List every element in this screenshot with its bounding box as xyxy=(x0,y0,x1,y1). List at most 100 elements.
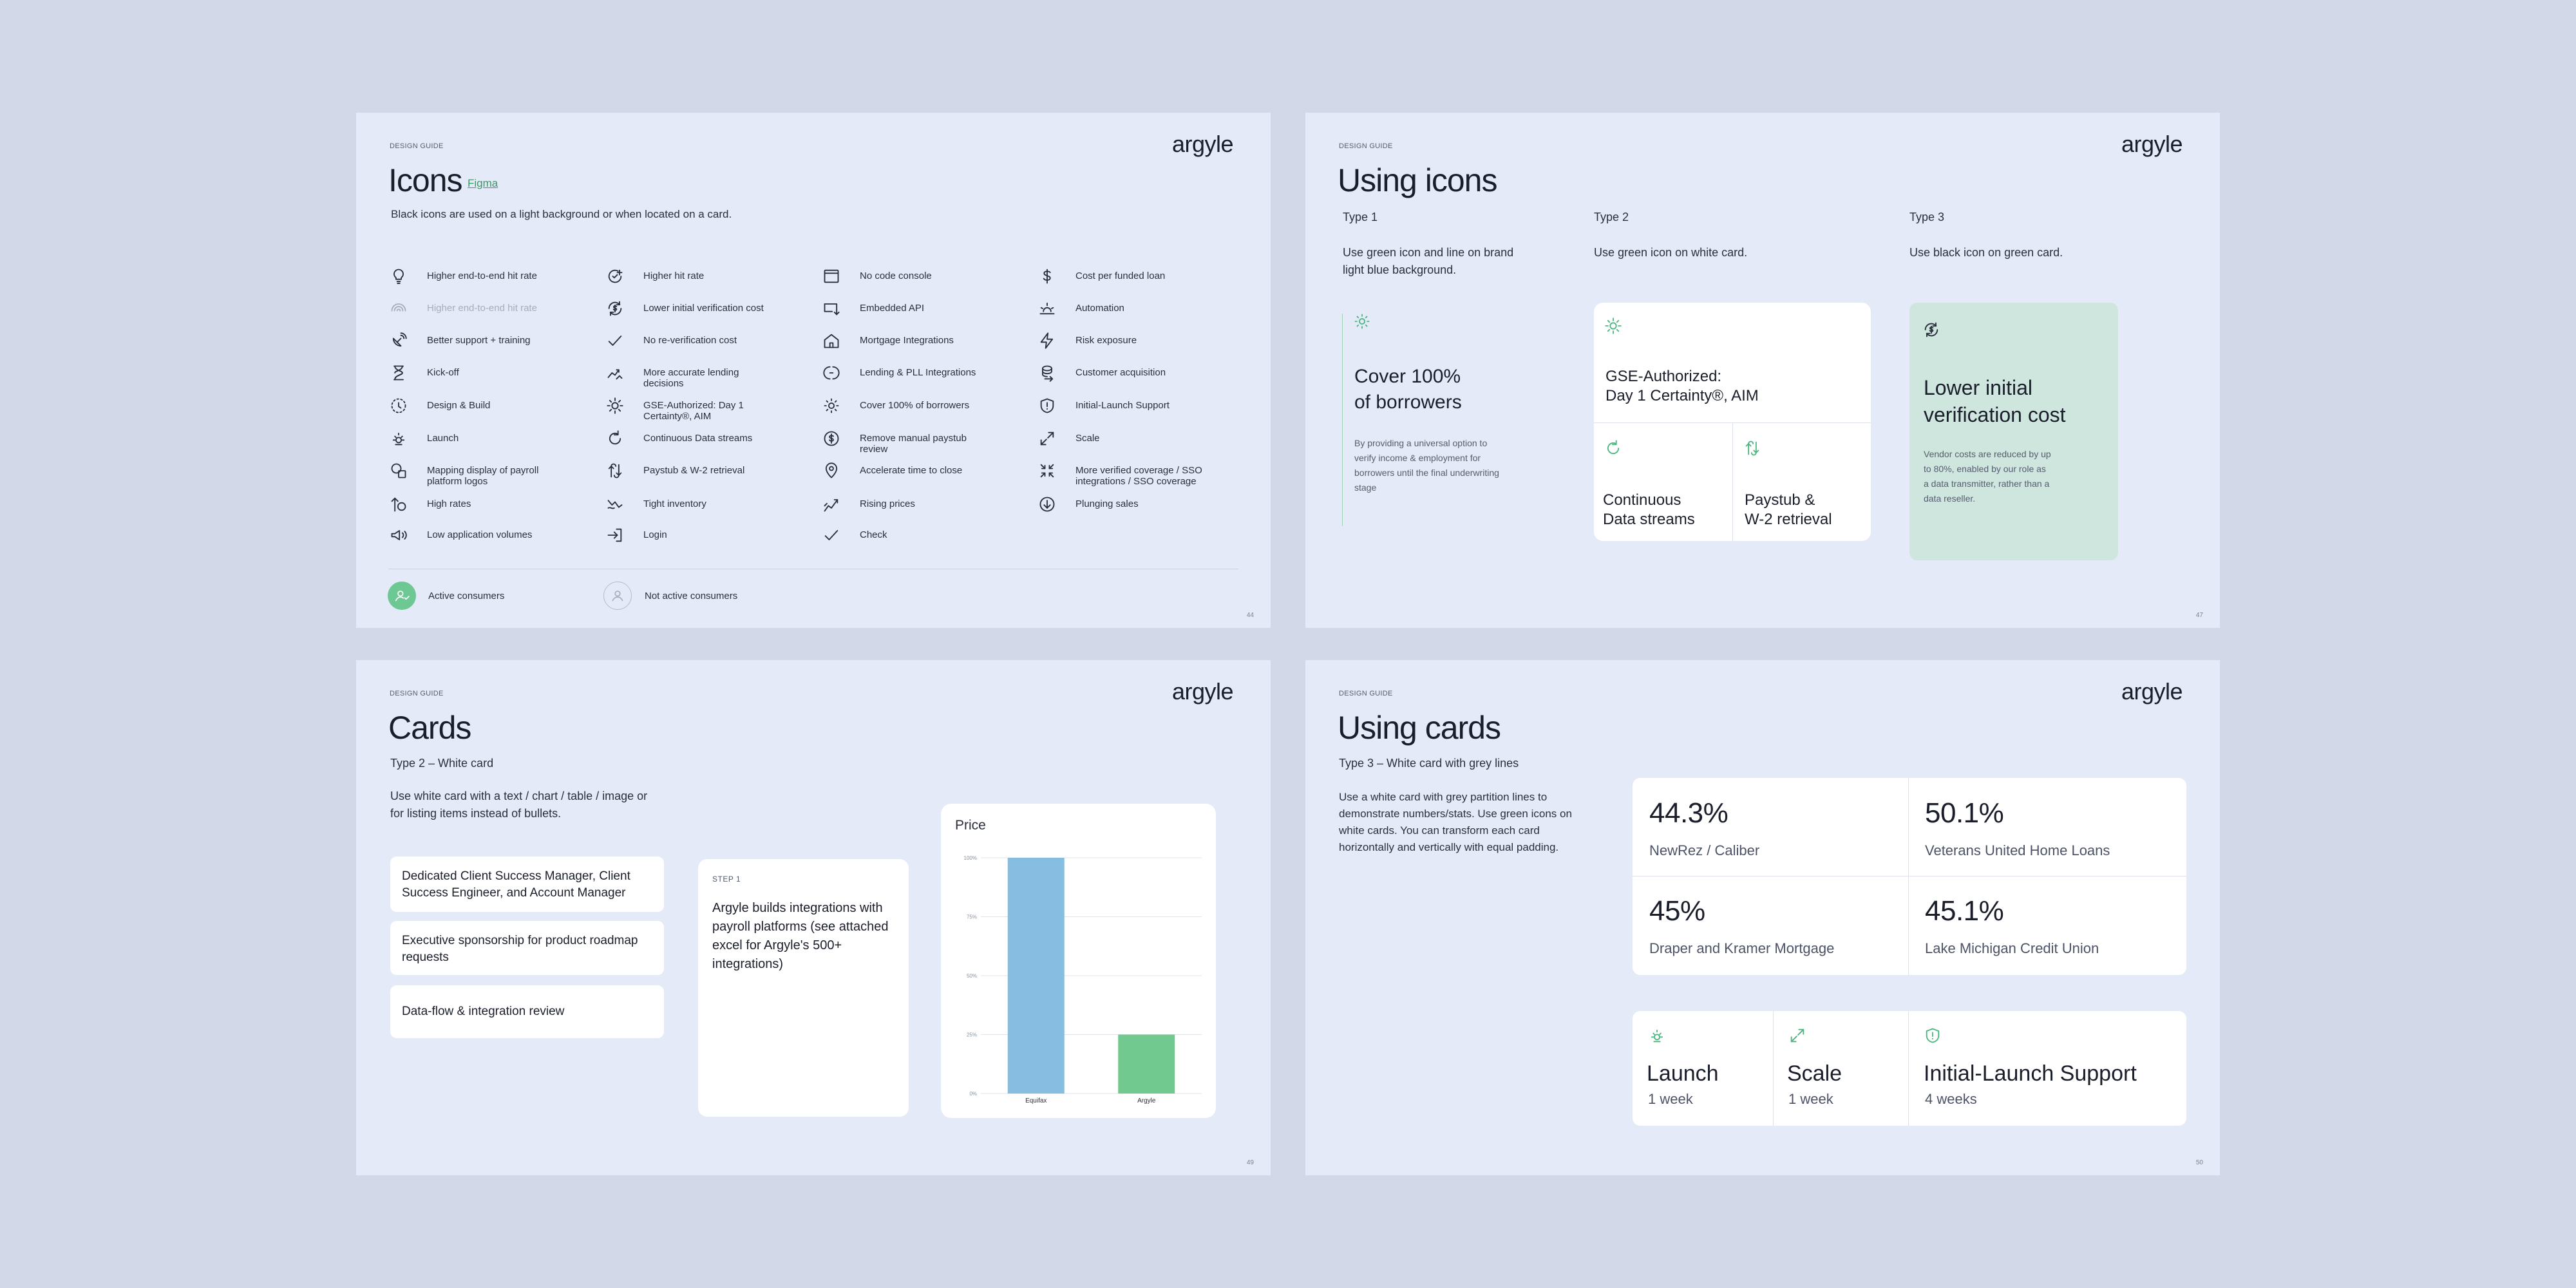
page-title: Using icons xyxy=(1338,162,1497,198)
icon-label: Low application volumes xyxy=(427,529,533,540)
type1-line xyxy=(1342,314,1343,526)
icon-label: Customer acquisition xyxy=(1075,367,1166,378)
card-divider xyxy=(1732,422,1733,541)
bar-equifax xyxy=(1007,858,1065,1094)
person-icon xyxy=(609,587,626,604)
satellite-dish-icon xyxy=(390,332,408,350)
type2-top-line2: Day 1 Certainty®, AIM xyxy=(1605,387,1759,404)
icon-label: Risk exposure xyxy=(1075,335,1137,346)
active-badge xyxy=(388,582,416,610)
milestone-title: Initial-Launch Support xyxy=(1924,1061,2137,1086)
icon-item: Higher end-to-end hit rate xyxy=(390,299,583,317)
icon-label: Tight inventory xyxy=(643,498,706,509)
icon-label: Lending & PLL Integrations xyxy=(860,367,976,378)
stat-label: Lake Michigan Credit Union xyxy=(1925,940,2099,956)
x-tick-label: Argyle xyxy=(1137,1097,1156,1104)
stat-label: NewRez / Caliber xyxy=(1649,842,1760,858)
icon-item: Automation xyxy=(1038,299,1231,317)
argyle-logo: argyle xyxy=(2121,131,2183,157)
icon-item: Initial-Launch Support xyxy=(1038,397,1231,415)
type1-desc: Use green icon and line on brand light b… xyxy=(1343,246,1514,276)
type2-right-line2: W-2 retrieval xyxy=(1745,511,1832,528)
page-subtitle: Type 2 – White card xyxy=(390,757,494,770)
stat-value: 45% xyxy=(1649,895,1705,927)
slide-using-icons: DESIGN GUIDE argyle Using icons Type 1 U… xyxy=(1305,113,2220,628)
type2-left-line2: Data streams xyxy=(1603,511,1695,528)
icon-label: Rising prices xyxy=(860,498,915,509)
icon-item: Plunging sales xyxy=(1038,495,1231,513)
list-card: Data-flow & integration review xyxy=(390,985,664,1038)
stat-value: 50.1% xyxy=(1925,797,2004,829)
sun-rise-icon xyxy=(1648,1027,1666,1045)
icon-label: Kick-off xyxy=(427,367,459,378)
refresh-icon xyxy=(1604,439,1622,457)
y-tick-label: 100% xyxy=(964,855,977,861)
icon-item: Low application volumes xyxy=(390,526,583,544)
chart-trend-icon xyxy=(606,364,624,382)
page-subtitle: Black icons are used on a light backgrou… xyxy=(391,208,732,220)
icon-item: Lending & PLL Integrations xyxy=(822,364,1016,382)
icon-item: Accelerate time to close xyxy=(822,462,1016,480)
card-divider xyxy=(1908,778,1909,975)
sunrise-lines-icon xyxy=(1038,299,1056,317)
checkmark-icon xyxy=(606,332,624,350)
eyebrow: DESIGN GUIDE xyxy=(1339,690,1393,697)
type3-body: Vendor costs are reduced by up to 80%, e… xyxy=(1924,449,2051,504)
icon-item: Higher hit rate xyxy=(606,267,799,285)
icon-item: Customer acquisition xyxy=(1038,364,1231,382)
y-tick-label: 25% xyxy=(967,1032,977,1038)
coin-stack-icon xyxy=(1038,364,1056,382)
sun-icon xyxy=(822,397,840,415)
page-desc: Use a white card with grey partition lin… xyxy=(1339,791,1572,853)
icon-item: More verified coverage / SSO integration… xyxy=(1038,462,1231,487)
type2-top-line1: GSE-Authorized: xyxy=(1605,368,1722,385)
list-card-text: Data-flow & integration review xyxy=(402,1005,565,1018)
price-chart-card: Price 100% 75% 50% 25% 0% Equifax Argyle xyxy=(941,804,1216,1118)
icon-label: GSE-Authorized: Day 1 Certainty®, AIM xyxy=(643,400,744,422)
page-desc: Use white card with a text / chart / tab… xyxy=(390,790,648,820)
card-divider xyxy=(1908,1011,1909,1126)
slide-using-cards: DESIGN GUIDE argyle Using cards Type 3 –… xyxy=(1305,660,2220,1175)
argyle-logo: argyle xyxy=(1171,131,1234,157)
trend-zigzag-icon xyxy=(606,495,624,513)
expand-icon xyxy=(1038,430,1056,448)
argyle-logo: argyle xyxy=(1171,678,1234,705)
icon-label: Mortgage Integrations xyxy=(860,335,954,346)
megaphone-icon xyxy=(390,526,408,544)
icon-label: Lower initial verification cost xyxy=(643,303,764,314)
icon-item: Embedded API xyxy=(822,299,1016,317)
lightning-icon xyxy=(1038,332,1056,350)
type2-right-line1: Paystub & xyxy=(1745,491,1815,509)
sun-rise-icon xyxy=(390,430,408,448)
icon-label: Continuous Data streams xyxy=(643,433,753,444)
y-tick-label: 0% xyxy=(969,1091,977,1097)
icon-label: Cost per funded loan xyxy=(1075,270,1166,281)
y-tick-label: 50% xyxy=(967,973,977,979)
dotted-circle-icon xyxy=(390,397,408,415)
icon-item: Higher end-to-end hit rate xyxy=(390,267,583,285)
icon-label: Scale xyxy=(1075,433,1100,444)
stat-label: Draper and Kramer Mortgage xyxy=(1649,940,1835,956)
slide-cards: DESIGN GUIDE argyle Cards Type 2 – White… xyxy=(356,660,1271,1175)
stat-label: Veterans United Home Loans xyxy=(1925,842,2110,858)
figma-link[interactable]: Figma xyxy=(468,177,498,189)
icon-label: Embedded API xyxy=(860,303,925,314)
shield-icon xyxy=(1924,1027,1942,1045)
milestones-card: Launch 1 week Scale 1 week Initial-Launc… xyxy=(1633,1011,2186,1126)
transfer-icon xyxy=(606,462,624,480)
type2-label: Type 2 xyxy=(1594,211,1629,223)
icon-label: More verified coverage / SSO integration… xyxy=(1075,465,1202,487)
icon-label: Launch xyxy=(427,433,459,444)
milestone-title: Scale xyxy=(1787,1061,1842,1086)
icon-label: Remove manual paystub review xyxy=(860,433,967,455)
type2-desc: Use green icon on white card. xyxy=(1594,246,1748,259)
page-number: 50 xyxy=(2195,1159,2203,1166)
icon-item: Remove manual paystub review xyxy=(822,430,1016,455)
icon-label: Initial-Launch Support xyxy=(1075,400,1170,411)
milestone-sub: 1 week xyxy=(1648,1091,1693,1107)
type3-card: Lower initial verification cost Vendor c… xyxy=(1909,303,2118,560)
location-pin-icon xyxy=(822,462,840,480)
icon-item: Check xyxy=(822,526,1016,544)
signal-arc-icon xyxy=(390,299,408,317)
page-number: 47 xyxy=(2195,612,2203,619)
